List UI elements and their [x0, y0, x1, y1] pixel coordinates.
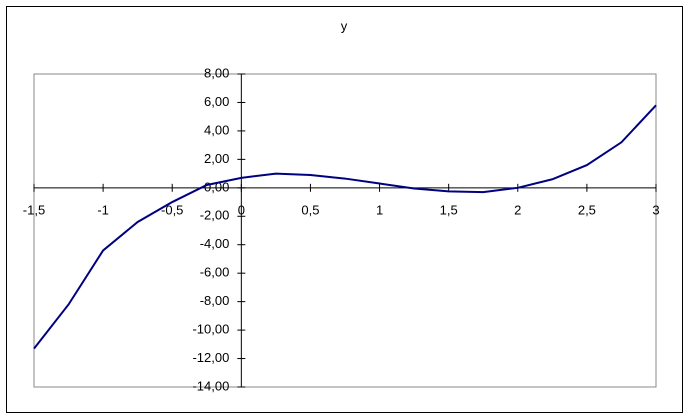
x-tick-label: 0,5	[301, 202, 319, 217]
y-tick-label: -2,00	[200, 208, 230, 223]
plot-area	[33, 73, 657, 388]
y-tick-label: -12,00	[192, 350, 229, 365]
y-tick-label: -4,00	[200, 236, 230, 251]
x-tick-label: -1,5	[23, 202, 45, 217]
x-tick-label: 2,5	[578, 202, 596, 217]
x-tick-label: 1	[376, 202, 383, 217]
x-tick-label: 2	[514, 202, 521, 217]
chart-title: y	[341, 18, 348, 33]
x-tick-label: 0	[238, 202, 245, 217]
x-tick-label: 3	[652, 202, 659, 217]
y-tick-label: 0,00	[204, 179, 229, 194]
y-tick-label: -10,00	[192, 322, 229, 337]
y-tick-label: 8,00	[204, 65, 229, 80]
y-tick-label: 4,00	[204, 122, 229, 137]
y-tick-label: 6,00	[204, 94, 229, 109]
x-tick-label: -1	[97, 202, 109, 217]
x-tick-label: 1,5	[440, 202, 458, 217]
line-series	[33, 104, 657, 350]
y-tick-label: -6,00	[200, 265, 230, 280]
y-tick-label: -14,00	[192, 378, 229, 393]
x-tick-label: -0,5	[161, 202, 183, 217]
y-tick-label: -8,00	[200, 293, 230, 308]
y-tick-label: 2,00	[204, 151, 229, 166]
